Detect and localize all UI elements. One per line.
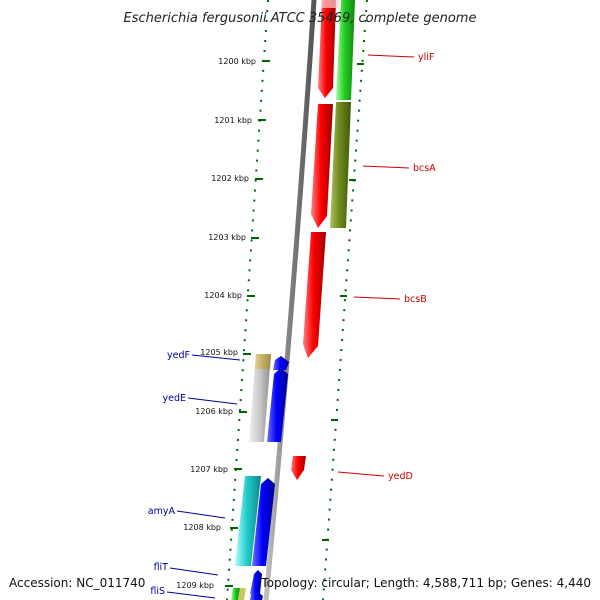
feature-fwd-2 (311, 104, 333, 228)
scale-ticks (225, 60, 364, 587)
tick-label: 1200 kbp (218, 57, 256, 66)
feature-rev-1 (273, 356, 289, 370)
feature-rev-yellow (238, 588, 246, 600)
feature-fwd-tint (321, 0, 340, 8)
gene-label-reverse[interactable]: fliS (150, 586, 165, 597)
feature-rev-grey (249, 354, 271, 442)
gene-label-forward[interactable]: bcsB (404, 294, 427, 305)
tick-label: 1207 kbp (190, 465, 228, 474)
tick-label: 1206 kbp (195, 407, 233, 416)
scale-labels: 1200 kbp 1201 kbp 1202 kbp 1203 kbp 1204… (176, 57, 256, 590)
tick-label: 1205 kbp (200, 348, 238, 357)
label-leader (191, 354, 241, 361)
tick-label: 1204 kbp (204, 291, 242, 300)
tick-label: 1203 kbp (208, 233, 246, 242)
label-leader (169, 567, 219, 576)
tick-label: 1208 kbp (183, 523, 221, 532)
feature-fwd-4 (291, 456, 306, 480)
feature-rev-4 (250, 570, 262, 594)
gene-label-reverse[interactable]: yedE (163, 393, 187, 404)
feature-rev-green (231, 588, 240, 600)
genome-summary-text: Topology: circular; Length: 4,588,711 bp… (260, 576, 591, 590)
inner-tick-ring (226, 0, 269, 600)
gene-label-forward[interactable]: bcsA (413, 163, 436, 174)
feature-fwd-3 (303, 232, 326, 358)
label-leader (337, 471, 385, 477)
feature-fwd-1 (318, 0, 336, 98)
tick-label: 1201 kbp (214, 116, 252, 125)
feature-rev-cyan (235, 476, 261, 566)
label-leader (353, 296, 401, 300)
label-leader (176, 510, 226, 519)
feature-fwd-green (336, 0, 355, 100)
feature-rev-3 (252, 478, 275, 566)
reverse-gene-labels: yedF yedE amyA fliT fliS (148, 350, 241, 599)
label-leader (187, 397, 238, 405)
feature-fwd-olive (330, 102, 351, 228)
gene-label-forward[interactable]: yedD (388, 471, 413, 482)
tick-label: 1209 kbp (176, 581, 214, 590)
outer-tick-ring (322, 0, 368, 600)
feature-rev-2 (267, 368, 288, 442)
label-leader (367, 54, 415, 58)
genome-backbone (263, 0, 317, 600)
feature-rev-khaki (255, 354, 271, 369)
gene-label-reverse[interactable]: amyA (148, 506, 176, 517)
accession-text: Accession: NC_011740 (9, 576, 145, 590)
gene-label-reverse[interactable]: yedF (167, 350, 190, 361)
forward-gene-labels: yliF bcsA bcsB yedD (337, 52, 436, 482)
gene-label-reverse[interactable]: fliT (154, 562, 169, 573)
tick-label: 1202 kbp (211, 174, 249, 183)
gene-label-forward[interactable]: yliF (418, 52, 434, 63)
feature-rev-5 (250, 590, 263, 600)
map-title: Escherichia fergusonii ATCC 35469, compl… (124, 11, 477, 26)
label-leader (166, 591, 216, 599)
label-leader (362, 165, 410, 169)
